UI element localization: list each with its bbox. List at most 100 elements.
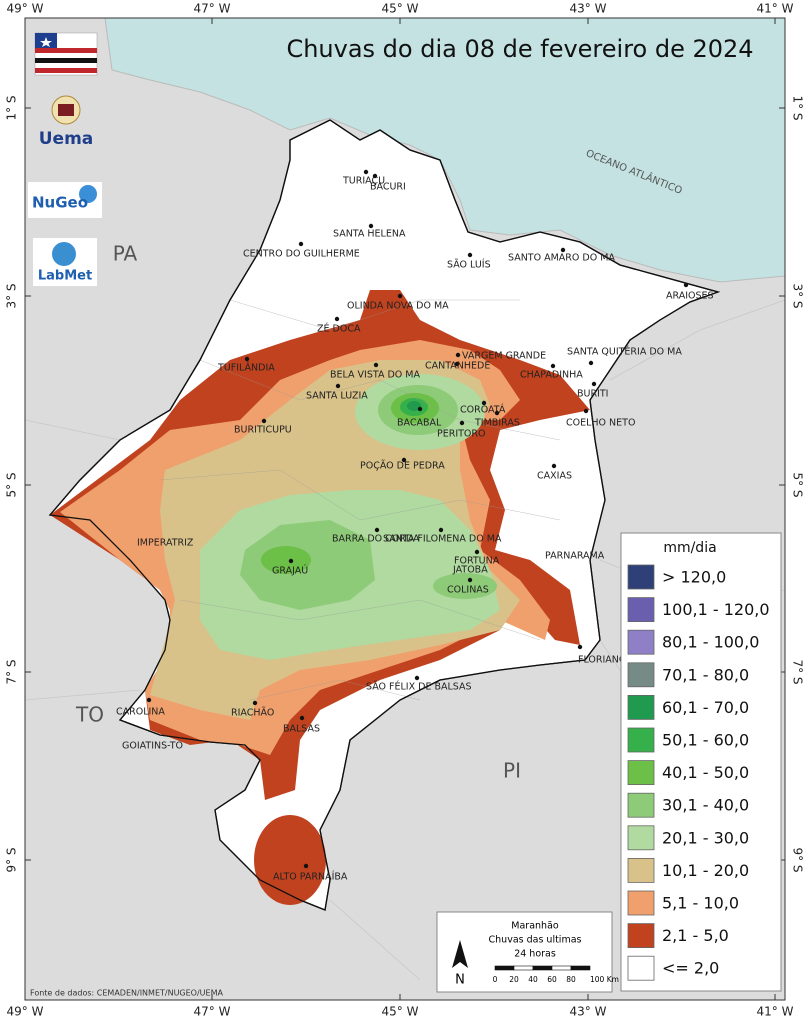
scale-box-frame bbox=[436, 911, 613, 993]
city-dot bbox=[577, 644, 583, 650]
city-label: CANTANHEDE bbox=[425, 361, 490, 372]
city-label: ZÉ DOCA bbox=[317, 323, 361, 335]
city-label: TURIAÇU bbox=[342, 176, 385, 187]
city-dot bbox=[244, 356, 250, 362]
legend-swatch bbox=[627, 955, 655, 981]
lat-label: 5° S bbox=[5, 472, 19, 497]
city-label: BACURI bbox=[370, 182, 406, 193]
city-dot bbox=[303, 863, 309, 869]
legend-label: <= 2,0 bbox=[662, 959, 719, 978]
city-label: IMPERATRIZ bbox=[137, 538, 194, 549]
lon-label: 41° W bbox=[757, 1005, 794, 1019]
city-label: GRAJAÚ bbox=[272, 565, 308, 577]
city-label: OLINDA NOVA DO MA bbox=[347, 301, 449, 312]
city-label: PARNARAMA bbox=[545, 551, 605, 562]
city-dot bbox=[261, 418, 267, 424]
city-label: COROATÁ bbox=[460, 404, 506, 416]
logo-text: NuGeo bbox=[32, 194, 88, 212]
city-label: BURITICUPU bbox=[234, 425, 292, 436]
legend-swatch bbox=[627, 662, 655, 688]
lon-label: 43° W bbox=[570, 2, 607, 16]
nugeo-logo: NuGeo bbox=[28, 182, 102, 218]
lat-label: 9° S bbox=[791, 847, 805, 872]
municipal-lines bbox=[159, 299, 561, 701]
city-dot bbox=[591, 381, 597, 387]
scale-label: 40 bbox=[528, 975, 538, 984]
city-dot bbox=[454, 361, 460, 367]
city-dot bbox=[467, 577, 473, 583]
legend-swatch bbox=[627, 890, 655, 916]
city-label: SANTA HELENA bbox=[333, 229, 406, 240]
maranhao-outline bbox=[48, 119, 721, 911]
city-dot bbox=[146, 697, 152, 703]
lon-label: 49° W bbox=[7, 2, 44, 16]
lat-label: 1° S bbox=[791, 95, 805, 120]
logo-text: LabMet bbox=[38, 269, 92, 284]
city-dot bbox=[373, 362, 379, 368]
city-dot bbox=[401, 457, 407, 463]
city-label: GOIATINS-TO bbox=[122, 741, 183, 752]
scale-bar: 0 20 40 60 80 100 Km bbox=[493, 965, 619, 984]
city-label: CHAPADINHA bbox=[520, 370, 583, 381]
city-dot bbox=[438, 527, 444, 533]
city-label: PERITORO bbox=[437, 429, 486, 440]
scale-box-text: Maranhão bbox=[511, 921, 559, 932]
lon-label: 43° W bbox=[570, 1005, 607, 1019]
city-label: CAXIAS bbox=[537, 471, 572, 482]
city-label: BURITI bbox=[577, 389, 608, 400]
city-label: SANTO AMARO DO MA bbox=[508, 253, 615, 264]
city-dot bbox=[374, 527, 380, 533]
legend-label: 10,1 - 20,0 bbox=[662, 861, 749, 880]
city-dot bbox=[298, 241, 304, 247]
city-dot bbox=[372, 173, 378, 179]
city-label: FLORIANO-PI bbox=[578, 655, 639, 666]
legend-swatch bbox=[627, 597, 655, 622]
city-dot bbox=[455, 352, 461, 358]
city-dot bbox=[414, 675, 420, 681]
legend-swatch bbox=[627, 923, 655, 948]
legend-swatch bbox=[627, 858, 655, 883]
legend-title: mm/dia bbox=[663, 540, 716, 556]
labmet-logo: LabMet bbox=[33, 238, 97, 286]
city-label: SÃO FÉLIX DE BALSAS bbox=[366, 681, 472, 693]
legend-swatch bbox=[627, 629, 655, 655]
lon-label: 47° W bbox=[194, 2, 231, 16]
city-label: SANTA QUITÉRIA DO MA bbox=[567, 346, 682, 358]
lon-label: 41° W bbox=[757, 2, 794, 16]
lon-label: 45° W bbox=[382, 1005, 419, 1019]
lat-label: 5° S bbox=[791, 472, 805, 497]
lon-label: 45° W bbox=[382, 2, 419, 16]
scale-label: 60 bbox=[547, 975, 557, 984]
city-dot bbox=[368, 223, 374, 229]
city-label: SANTA FILOMENA DO MA bbox=[383, 534, 502, 545]
flag bbox=[34, 32, 98, 76]
region-label: PA bbox=[113, 242, 138, 266]
city-label: SANTA LUZIA bbox=[306, 391, 368, 402]
map-title: Chuvas do dia 08 de fevereiro de 2024 bbox=[286, 35, 753, 63]
lat-label: 7° S bbox=[5, 659, 19, 684]
scale-segment bbox=[513, 965, 534, 971]
city-dot bbox=[494, 410, 500, 416]
legend: mm/dia > 120,0 100,1 - 120,0 80,1 - 100,0 7… bbox=[620, 532, 782, 992]
city-label: BALSAS bbox=[283, 724, 320, 735]
zone bbox=[407, 401, 421, 411]
legend-swatch bbox=[627, 695, 655, 720]
city-label: RIACHÃO bbox=[231, 708, 274, 719]
scale-segment bbox=[570, 965, 591, 971]
source-note: Fonte de dados: CEMADEN/INMET/NUGEO/UEMA bbox=[30, 989, 223, 998]
scale-segment bbox=[532, 965, 553, 971]
scale-box: Maranhão Chuvas das ultimas 24 horas N 0… bbox=[436, 911, 619, 993]
city-label: FORTUNA bbox=[454, 556, 500, 567]
city-label: JATOBÁ bbox=[452, 564, 488, 576]
city-dot bbox=[583, 408, 589, 414]
legend-label: 80,1 - 100,0 bbox=[662, 633, 759, 652]
legend-swatch bbox=[627, 564, 655, 590]
legend-label: 100,1 - 120,0 bbox=[662, 600, 770, 619]
city-dot bbox=[481, 400, 487, 406]
city-label: CAROLINA bbox=[116, 707, 165, 718]
city-label: TUFILÂNDIA bbox=[217, 362, 275, 374]
legend-label: 60,1 - 70,0 bbox=[662, 698, 749, 717]
city-dot bbox=[467, 252, 473, 258]
